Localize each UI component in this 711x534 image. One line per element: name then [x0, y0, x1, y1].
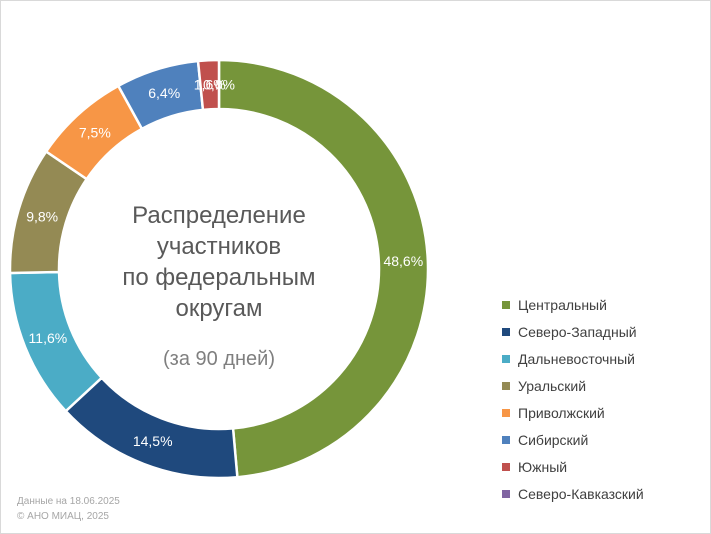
legend-item: Дальневосточный — [502, 345, 644, 372]
legend-label: Центральный — [518, 296, 607, 313]
legend-label: Уральский — [518, 377, 587, 394]
slice-data-label: 14,5% — [133, 433, 173, 449]
legend-item: Центральный — [502, 291, 644, 318]
chart-title: Распределение участников по федеральным … — [99, 200, 339, 324]
donut-slice — [196, 58, 221, 112]
legend-item: Приволжский — [502, 399, 644, 426]
chart-title-line: Распределение — [132, 202, 306, 229]
slice-data-label: 9,8% — [26, 208, 58, 224]
legend-label: Южный — [518, 458, 568, 475]
slice-data-label: 0,0% — [203, 77, 235, 93]
slice-data-label: 6,4% — [148, 85, 180, 101]
slice-data-label: 48,6% — [383, 253, 423, 269]
slice-data-label: 11,6% — [29, 330, 68, 346]
legend-label: Дальневосточный — [518, 350, 635, 367]
legend-swatch — [502, 327, 510, 336]
legend-swatch — [502, 462, 510, 471]
donut-slice — [217, 58, 430, 479]
legend-item: Сибирский — [502, 426, 644, 453]
chart-title-line: округам — [175, 295, 263, 322]
legend-label: Северо-Западный — [518, 323, 637, 340]
legend-label: Сибирский — [518, 431, 589, 448]
copyright-note: © АНО МИАЦ, 2025 — [17, 511, 109, 522]
slice-data-label: 1,6% — [194, 77, 226, 93]
chart-title-line: по федеральным — [122, 264, 316, 291]
legend-label: Приволжский — [518, 404, 605, 421]
legend-swatch — [502, 354, 510, 363]
legend-item: Северо-Западный — [502, 318, 644, 345]
slice-data-label: 7,5% — [79, 125, 111, 141]
data-date-note: Данные на 18.06.2025 — [17, 496, 120, 507]
footnote: Данные на 18.06.2025 © АНО МИАЦ, 2025 — [17, 494, 120, 524]
legend-swatch — [502, 408, 510, 417]
legend-label: Северо-Кавказский — [518, 485, 644, 502]
legend-swatch — [502, 489, 510, 498]
chart-legend: Центральный Северо-Западный Дальневосточны… — [502, 291, 644, 507]
chart-title-line: участников — [156, 233, 282, 260]
legend-swatch — [502, 435, 510, 444]
donut-slice — [63, 376, 239, 480]
legend-item: Южный — [502, 453, 644, 480]
chart-subtitle: (за 90 дней) — [163, 348, 275, 370]
legend-swatch — [502, 300, 510, 309]
legend-swatch — [502, 381, 510, 390]
legend-item: Уральский — [502, 372, 644, 399]
legend-item: Северо-Кавказский — [502, 480, 644, 507]
